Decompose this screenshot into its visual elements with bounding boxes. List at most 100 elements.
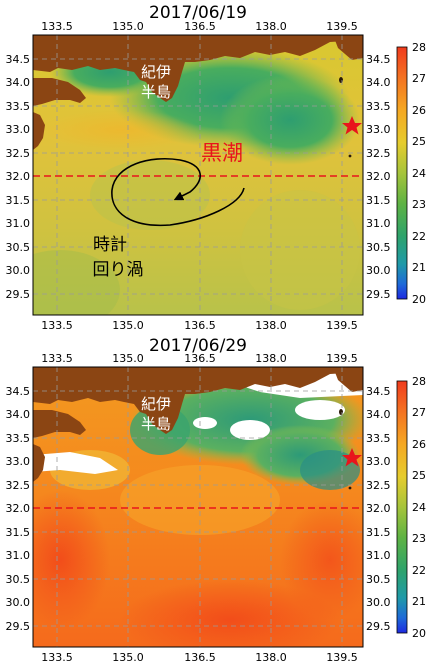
colorbar-tick: 27 bbox=[412, 406, 426, 419]
colorbar: 28 27 26 25 24 23 22 21 20 bbox=[396, 41, 426, 306]
y-tick: 31.5 bbox=[6, 526, 31, 539]
x-tick: 138.0 bbox=[255, 20, 287, 33]
y-tick: 30.0 bbox=[6, 264, 31, 277]
y-tick: 31.5 bbox=[6, 194, 31, 207]
panel-title: 2017/06/19 bbox=[149, 3, 247, 23]
y-tick: 29.5 bbox=[6, 288, 31, 301]
station-star bbox=[342, 448, 362, 467]
y-tick: 32.5 bbox=[6, 479, 31, 492]
kuroshio-label: 黒潮 bbox=[201, 141, 243, 165]
colorbar-tick: 21 bbox=[412, 261, 426, 274]
land-izu bbox=[333, 35, 363, 60]
colorbar-tick: 24 bbox=[412, 501, 426, 514]
grid-lines bbox=[33, 35, 363, 315]
panel-title: 2017/06/29 bbox=[149, 336, 247, 356]
y-tick: 33.0 bbox=[6, 455, 31, 468]
y-tick: 32.5 bbox=[366, 479, 391, 492]
colorbar-tick: 28 bbox=[412, 41, 426, 54]
y-tick: 30.0 bbox=[6, 596, 31, 609]
x-tick: 133.5 bbox=[41, 319, 73, 332]
y-tick: 32.0 bbox=[366, 502, 391, 515]
y-tick: 31.0 bbox=[6, 549, 31, 562]
colorbar-tick: 27 bbox=[412, 72, 426, 85]
land-izu bbox=[333, 367, 363, 392]
x-tick: 139.5 bbox=[326, 20, 358, 33]
x-tick-labels-top: 133.5 135.0 136.5 138.0 139.5 bbox=[41, 20, 358, 33]
sst-field bbox=[33, 35, 363, 315]
y-tick: 32.5 bbox=[6, 147, 31, 160]
y-tick: 31.5 bbox=[366, 194, 391, 207]
x-tick: 139.5 bbox=[326, 319, 358, 332]
x-tick: 136.5 bbox=[184, 319, 216, 332]
y-tick-labels-right: 34.5 34.0 33.5 33.0 32.5 32.0 31.5 31.0 … bbox=[366, 385, 391, 633]
no-data-area bbox=[33, 452, 118, 474]
x-tick-labels-bottom: 133.5 135.0 136.5 138.0 139.5 bbox=[41, 651, 358, 664]
y-tick: 33.5 bbox=[366, 100, 391, 113]
x-tick-labels-bottom: 133.5 135.0 136.5 138.0 139.5 bbox=[41, 319, 358, 332]
island-hachijo bbox=[348, 486, 352, 490]
y-tick-labels-right: 34.5 34.0 33.5 33.0 32.5 32.0 31.5 31.0 … bbox=[366, 53, 391, 301]
y-tick: 30.0 bbox=[366, 596, 391, 609]
colorbar: 28 27 26 25 24 23 22 21 20 bbox=[396, 375, 426, 640]
y-tick: 33.5 bbox=[6, 432, 31, 445]
x-tick: 136.5 bbox=[184, 20, 216, 33]
clockwise-eddy-arrow bbox=[111, 158, 245, 227]
y-tick: 34.0 bbox=[366, 408, 391, 421]
y-tick: 32.5 bbox=[366, 147, 391, 160]
colorbar-tick: 24 bbox=[412, 167, 426, 180]
grid-lines bbox=[33, 367, 363, 647]
x-tick: 136.5 bbox=[184, 352, 216, 365]
panel-2017-06-19: 2017/06/19 bbox=[6, 3, 427, 332]
y-tick: 30.5 bbox=[366, 573, 391, 586]
y-tick: 30.5 bbox=[6, 241, 31, 254]
land-kyushu bbox=[33, 444, 45, 482]
land-honshu bbox=[33, 367, 363, 434]
y-tick: 33.0 bbox=[366, 123, 391, 136]
x-tick: 138.0 bbox=[255, 651, 287, 664]
x-tick: 135.0 bbox=[112, 352, 144, 365]
y-tick: 34.0 bbox=[6, 76, 31, 89]
y-tick: 33.5 bbox=[6, 100, 31, 113]
land-honshu bbox=[33, 35, 363, 102]
y-tick: 32.0 bbox=[6, 170, 31, 183]
land-shikoku bbox=[33, 410, 86, 438]
y-tick: 31.0 bbox=[366, 217, 391, 230]
no-data-area bbox=[230, 420, 270, 440]
y-tick: 31.0 bbox=[366, 549, 391, 562]
y-tick: 34.5 bbox=[6, 385, 31, 398]
y-tick: 34.0 bbox=[366, 76, 391, 89]
station-star bbox=[342, 116, 362, 135]
eddy-label-line1: 時計 bbox=[93, 235, 127, 255]
y-tick: 30.5 bbox=[6, 573, 31, 586]
eddy-label-line2: 回り渦 bbox=[93, 260, 144, 280]
x-tick: 136.5 bbox=[184, 651, 216, 664]
y-tick: 34.5 bbox=[366, 53, 391, 66]
y-tick: 29.5 bbox=[6, 620, 31, 633]
land-kyushu bbox=[33, 112, 45, 150]
x-tick: 135.0 bbox=[112, 651, 144, 664]
y-tick: 33.5 bbox=[366, 432, 391, 445]
y-tick: 31.5 bbox=[366, 526, 391, 539]
x-tick: 139.5 bbox=[326, 352, 358, 365]
x-tick: 138.0 bbox=[255, 352, 287, 365]
y-tick: 33.0 bbox=[366, 455, 391, 468]
sst-field bbox=[33, 367, 363, 647]
colorbar-tick: 22 bbox=[412, 564, 426, 577]
y-tick: 30.5 bbox=[366, 241, 391, 254]
y-tick: 34.0 bbox=[6, 408, 31, 421]
panel-2017-06-29: 2017/06/29 bbox=[6, 336, 427, 664]
colorbar-tick: 23 bbox=[412, 532, 426, 545]
colorbar-tick: 25 bbox=[412, 469, 426, 482]
no-data-area bbox=[295, 400, 345, 420]
y-tick-labels-left: 34.5 34.0 33.5 33.0 32.5 32.0 31.5 31.0 … bbox=[6, 385, 31, 633]
x-tick: 139.5 bbox=[326, 651, 358, 664]
island-hachijo bbox=[348, 154, 352, 158]
y-tick: 32.0 bbox=[366, 170, 391, 183]
y-tick: 30.0 bbox=[366, 264, 391, 277]
y-tick: 34.5 bbox=[366, 385, 391, 398]
y-tick: 34.5 bbox=[6, 53, 31, 66]
colorbar-tick: 28 bbox=[412, 375, 426, 388]
land-shikoku bbox=[33, 78, 86, 106]
x-tick: 138.0 bbox=[255, 319, 287, 332]
colorbar-tick: 26 bbox=[412, 438, 426, 451]
